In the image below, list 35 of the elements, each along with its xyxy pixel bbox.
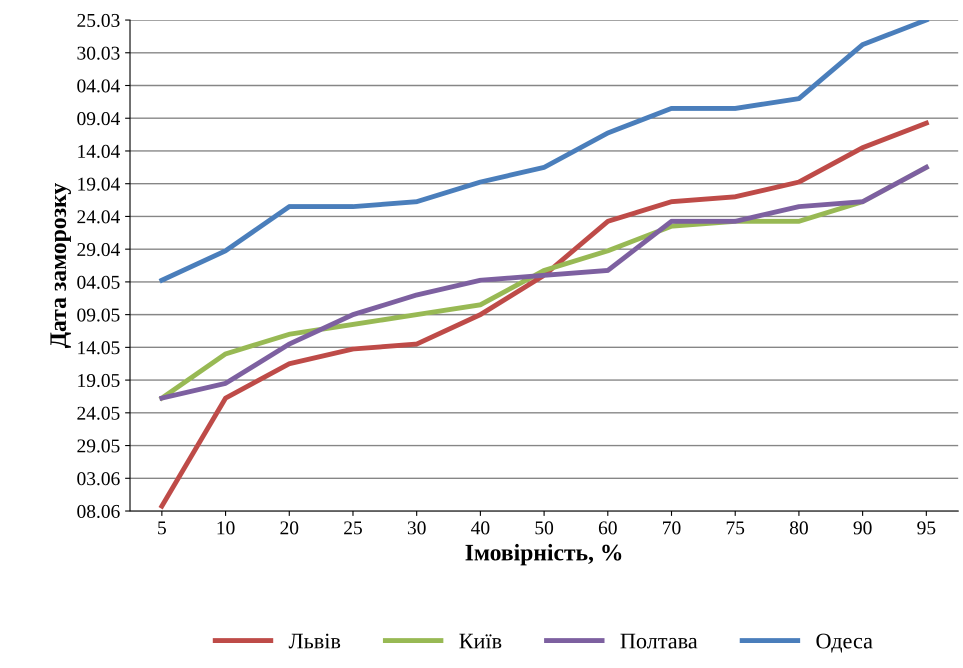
text: 24.04 [77,210,120,224]
text: 09.04 [77,112,120,126]
text: 04.05 [77,276,120,289]
legend-label: Львів [288,634,340,649]
text: 04.04 [77,79,120,93]
x-tick-label: 40 [471,521,490,534]
x-tick-label: 70 [663,521,680,534]
text: 19.04 [78,178,120,191]
text: 09.05 [77,308,120,322]
x-tick-label: 20 [280,521,298,534]
legend-label: Полтава [620,634,698,649]
legend-label: Київ [459,634,502,648]
x-tick-label: 10 [218,521,235,534]
x-tick-label: 95 [917,521,936,534]
text: 19.05 [78,374,120,388]
x-tick-label: 80 [790,521,808,534]
text: 24.05 [77,406,120,420]
x-tick-label: 60 [598,521,617,534]
x-axis-title: Імовірність, % [466,544,622,566]
text: 29.04 [77,242,120,256]
text: 30.03 [77,46,120,60]
text: 29.05 [77,439,120,453]
x-tick-label: 5 [158,522,166,534]
text: 08.06 [77,504,120,518]
x-tick-label: 25 [344,521,362,534]
text: 25.03 [77,14,120,28]
x-tick-label: 75 [726,522,744,534]
text: 14.05 [78,341,120,354]
legend-label: Одеса [816,634,873,653]
text: 03.06 [77,472,120,486]
text: 14.04 [78,144,120,158]
y-axis-title: Дата заморозку [50,183,71,348]
x-tick-label: 90 [854,521,872,534]
x-tick-label: 50 [536,521,554,534]
x-tick-label: 30 [408,521,426,534]
